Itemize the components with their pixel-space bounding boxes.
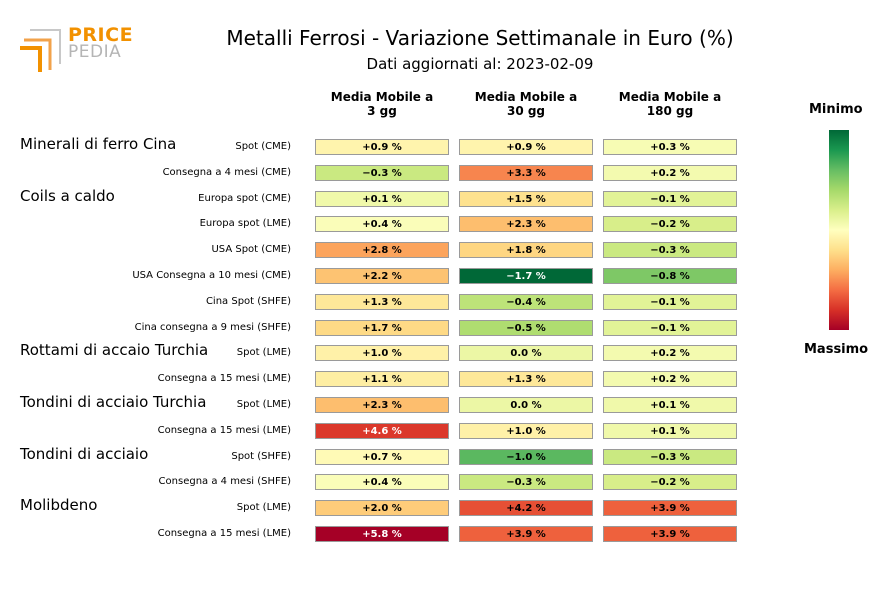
chart-subtitle: Dati aggiornati al: 2023-02-09 <box>366 55 594 73</box>
heatmap-cell: +5.8 % <box>315 526 449 542</box>
heatmap-cell: +0.9 % <box>315 139 449 155</box>
heatmap-cell: −0.4 % <box>459 293 593 310</box>
heatmap-cell: 0.0 % <box>459 345 593 362</box>
heatmap-cell: +2.0 % <box>315 500 449 517</box>
row-label: USA Spot (CME) <box>211 244 291 256</box>
colorbar-min-label: Minimo <box>809 102 863 117</box>
group-label: Minerali di ferro Cina <box>20 135 177 153</box>
heatmap-cell: +0.2 % <box>603 371 737 388</box>
row-label: Europa spot (CME) <box>198 192 291 204</box>
column-header-1: Media Mobile a 3 gg <box>330 90 434 118</box>
row-label: Europa spot (LME) <box>199 218 291 230</box>
colorbar <box>829 130 849 330</box>
logo-text-top: PRICE <box>68 24 134 46</box>
heatmap-cell: 0.0 % <box>459 397 593 413</box>
heatmap-cell: +1.3 % <box>459 371 593 388</box>
heatmap-cell: +0.2 % <box>603 345 737 362</box>
heatmap-cell: +3.3 % <box>459 164 593 181</box>
heatmap-cell: +0.2 % <box>603 164 737 181</box>
row-label: Consegna a 4 mesi (SHFE) <box>158 476 291 488</box>
heatmap-cell: −0.1 % <box>603 190 737 207</box>
row-label: Spot (CME) <box>235 141 291 152</box>
heatmap-cell: −0.3 % <box>603 242 737 259</box>
group-label: Tondini di acciaio <box>20 444 149 463</box>
heatmap-cell: −0.1 % <box>603 319 737 336</box>
group-label: Tondini di acciaio Turchia <box>20 393 207 411</box>
heatmap-cell: +1.1 % <box>315 371 449 388</box>
heatmap-cell: −1.0 % <box>459 448 593 465</box>
chart-title: Metalli Ferrosi - Variazione Settimanale… <box>226 26 734 50</box>
row-label: Spot (LME) <box>236 347 291 359</box>
heatmap-cell: +1.0 % <box>459 422 593 439</box>
heatmap-cell: −0.3 % <box>315 164 449 181</box>
group-label: Rottami di accaio Turchia <box>20 341 209 360</box>
row-label: Spot (LME) <box>236 502 291 514</box>
row-label: USA Consegna a 10 mesi (CME) <box>132 270 291 281</box>
heatmap-cell: +2.3 % <box>315 397 449 413</box>
group-label: Molibdeno <box>20 496 98 515</box>
heatmap-cell: +2.3 % <box>459 216 593 233</box>
heatmap-cell: +1.7 % <box>315 319 449 336</box>
heatmap-cell: −0.3 % <box>459 474 593 491</box>
heatmap-cell: +1.3 % <box>315 293 449 310</box>
heatmap-cell: +2.2 % <box>315 268 449 284</box>
group-label: Coils a caldo <box>20 186 115 205</box>
row-label: Consegna a 15 mesi (LME) <box>157 373 291 385</box>
heatmap-cell: −0.2 % <box>603 474 737 491</box>
heatmap-cell: +4.2 % <box>459 500 593 517</box>
heatmap-cell: +0.4 % <box>315 474 449 491</box>
heatmap-cell: +3.9 % <box>603 526 737 542</box>
heatmap-cell: −0.8 % <box>603 268 737 284</box>
pricepedia-logo: PRICE PEDIA <box>20 24 134 74</box>
heatmap-cell: +1.8 % <box>459 242 593 259</box>
heatmap-cell: −0.5 % <box>459 319 593 336</box>
row-label: Spot (LME) <box>236 399 291 410</box>
row-label: Spot (SHFE) <box>231 450 291 462</box>
heatmap-cell: +0.4 % <box>315 216 449 233</box>
row-label: Consegna a 4 mesi (CME) <box>162 166 291 178</box>
row-label: Cina consegna a 9 mesi (SHFE) <box>134 321 291 333</box>
heatmap-cell: −0.2 % <box>603 216 737 233</box>
heatmap-cell: +2.8 % <box>315 242 449 259</box>
heatmap-cell: −1.7 % <box>459 268 593 284</box>
heatmap-cell: +3.9 % <box>459 526 593 542</box>
heatmap-cell: +0.1 % <box>603 422 737 439</box>
heatmap-cell: +0.9 % <box>459 139 593 155</box>
heatmap-cell: +4.6 % <box>315 422 449 439</box>
logo-mark-icon <box>20 29 61 72</box>
heatmap-cell: −0.1 % <box>603 293 737 310</box>
row-label: Cina Spot (SHFE) <box>205 295 291 307</box>
colorbar-max-label: Massimo <box>804 342 869 357</box>
logo-text-bottom: PEDIA <box>68 42 122 62</box>
heatmap-cell: +3.9 % <box>603 500 737 517</box>
row-label: Consegna a 15 mesi (LME) <box>157 528 291 539</box>
heatmap-cell: +0.1 % <box>315 190 449 207</box>
column-header-2: Media Mobile a 30 gg <box>474 90 578 118</box>
heatmap-cell: −0.3 % <box>603 448 737 465</box>
heatmap-cell: +1.0 % <box>315 345 449 362</box>
column-header-3: Media Mobile a 180 gg <box>618 90 722 118</box>
heatmap-cell: +0.3 % <box>603 139 737 155</box>
row-label: Consegna a 15 mesi (LME) <box>157 424 291 436</box>
heatmap-cell: +0.7 % <box>315 448 449 465</box>
heatmap-cell: +0.1 % <box>603 397 737 413</box>
heatmap-cell: +1.5 % <box>459 190 593 207</box>
